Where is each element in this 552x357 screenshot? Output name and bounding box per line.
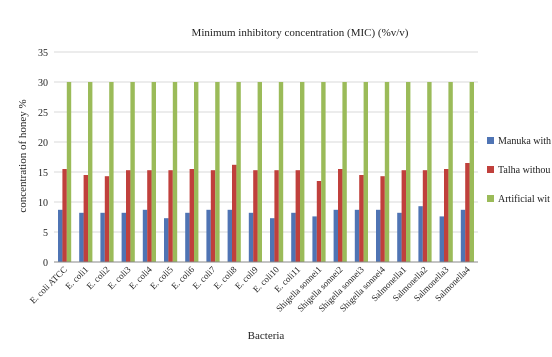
bar-artificial (300, 82, 305, 262)
bar-artificial (448, 82, 453, 262)
bars (58, 82, 474, 262)
bar-talha (422, 170, 428, 262)
chart-title: Minimum inhibitory concentration (MIC) (… (192, 27, 409, 39)
bar-talha (232, 164, 237, 262)
y-tick-label: 5 (43, 228, 48, 239)
bar-manuka (164, 218, 169, 262)
bar-talha (444, 169, 449, 262)
bar-artificial (427, 82, 432, 262)
bar-talha (359, 175, 364, 262)
bar-manuka (185, 212, 190, 262)
bar-artificial (66, 82, 72, 262)
bar-manuka (227, 209, 232, 262)
bar-artificial (130, 82, 135, 262)
bar-manuka (291, 212, 296, 262)
legend: Manuka with Talha withou Artificial wit (487, 136, 551, 205)
bar-talha (380, 176, 385, 262)
bar-manuka (79, 212, 84, 262)
bar-talha (338, 169, 343, 262)
bar-artificial (215, 82, 220, 262)
bar-talha (126, 170, 131, 262)
bar-manuka (376, 209, 381, 262)
bar-manuka (418, 206, 423, 262)
bar-artificial (172, 82, 178, 262)
gridlines (54, 51, 478, 233)
bar-artificial (236, 82, 241, 262)
y-tick-label: 0 (43, 258, 48, 269)
legend-swatch (487, 166, 494, 173)
legend-label: Manuka with (498, 136, 551, 147)
bar-manuka (312, 216, 317, 262)
y-tick-label: 20 (38, 138, 48, 149)
x-axis-label: Bacteria (248, 330, 285, 342)
bar-talha (83, 175, 88, 262)
y-tick-label: 35 (38, 48, 48, 59)
bar-artificial (257, 82, 262, 262)
legend-swatch (487, 195, 494, 202)
bar-manuka (439, 216, 444, 262)
y-axis-label: concentration of honey % (17, 99, 29, 212)
bar-talha (104, 176, 110, 262)
bar-artificial (321, 82, 326, 262)
bar-artificial (342, 82, 347, 262)
legend-swatch (487, 137, 494, 144)
bar-artificial (151, 82, 156, 262)
bar-artificial (363, 82, 368, 262)
legend-label: Talha withou (498, 165, 550, 176)
bar-artificial (406, 82, 411, 262)
y-axis-ticks: 0 5 10 15 20 25 30 35 (38, 48, 48, 269)
bar-manuka (121, 212, 126, 262)
bar-manuka (100, 212, 105, 262)
bar-manuka (58, 209, 63, 262)
bar-talha (401, 170, 406, 262)
bar-manuka (460, 209, 466, 262)
bar-manuka (270, 218, 275, 262)
bar-artificial (469, 82, 474, 262)
bar-manuka (248, 212, 254, 262)
x-tick-label: E. coli1 (63, 264, 90, 291)
bar-talha (147, 170, 152, 262)
bar-talha (210, 170, 216, 262)
y-tick-label: 15 (38, 168, 48, 179)
bar-artificial (109, 82, 114, 262)
bar-talha (316, 181, 322, 262)
bar-manuka (206, 209, 211, 262)
bar-artificial (278, 82, 284, 262)
bar-manuka (397, 212, 402, 262)
bar-artificial (384, 82, 390, 262)
bar-manuka (142, 209, 148, 262)
bar-artificial (194, 82, 199, 262)
legend-label: Artificial wit (498, 194, 550, 205)
y-tick-label: 10 (38, 198, 48, 209)
bar-manuka (354, 209, 360, 262)
bar-talha (253, 170, 258, 262)
y-tick-label: 30 (38, 78, 48, 89)
bar-talha (465, 163, 470, 262)
bar-manuka (333, 209, 338, 262)
bar-talha (274, 170, 279, 262)
bar-talha (295, 170, 300, 262)
bar-artificial (88, 82, 93, 262)
y-tick-label: 25 (38, 108, 48, 119)
bar-talha (62, 169, 67, 262)
bar-talha (168, 170, 173, 262)
bar-talha (189, 169, 194, 262)
